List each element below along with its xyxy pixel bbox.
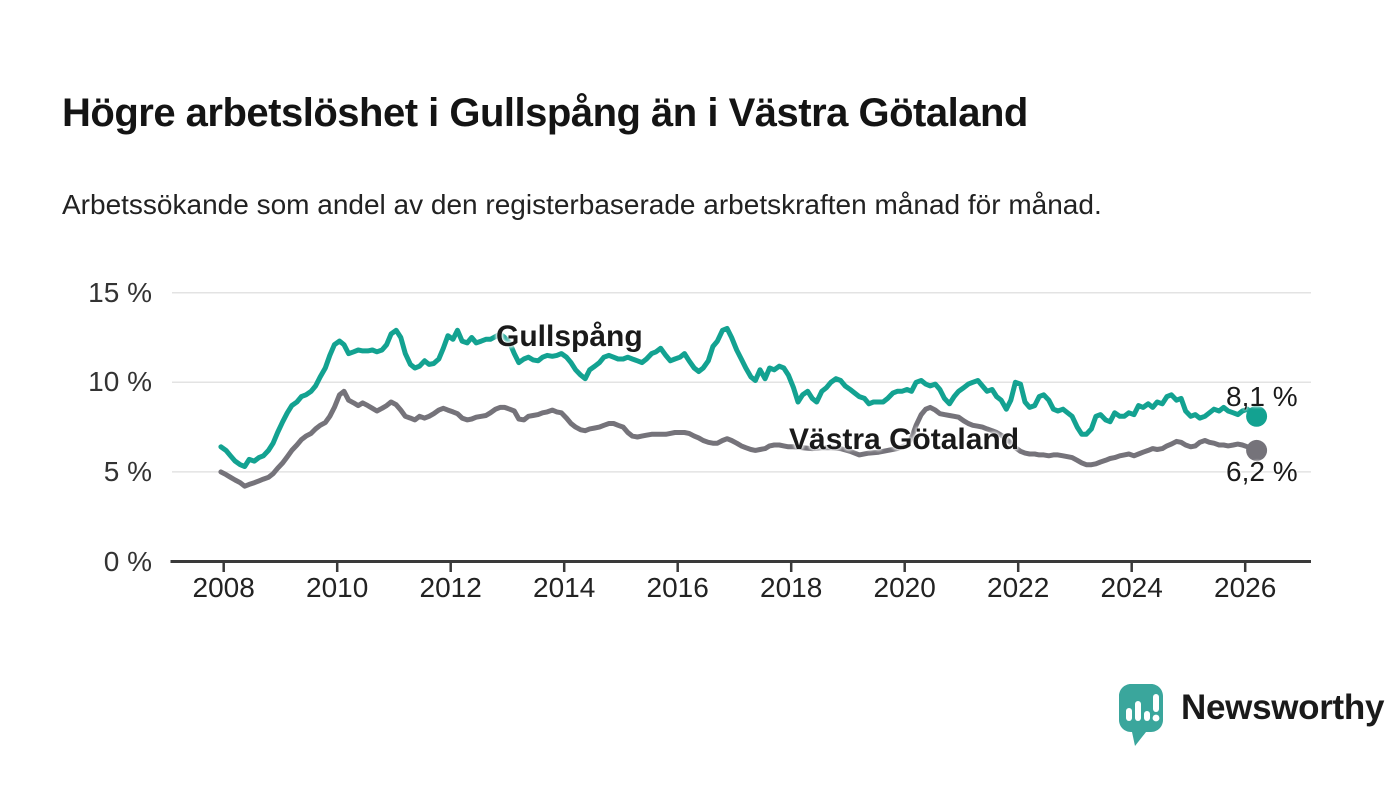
y-axis-label-5: 5 % (103, 455, 152, 487)
series-line-v-stra-g-taland (218, 388, 1260, 489)
x-axis-label-2018: 2018 (760, 572, 823, 603)
y-axis-label-0: 0 % (103, 545, 152, 577)
x-axis-label-2012: 2012 (419, 572, 482, 603)
end-value-label-vastra-gotaland: 6,2 % (1226, 456, 1298, 487)
x-axis-label-2008: 2008 (192, 572, 255, 603)
series-line-gullsp-ng (218, 326, 1260, 469)
x-axis-label-2010: 2010 (306, 572, 369, 603)
page-title: Högre arbetslöshet i Gullspång än i Väst… (62, 90, 1028, 135)
y-axis-label-15: 15 % (88, 276, 152, 308)
x-axis-label-2016: 2016 (646, 572, 709, 603)
x-axis-label-2014: 2014 (533, 572, 596, 603)
newsworthy-logo-icon (1119, 684, 1163, 746)
end-dot-v-stra-g-taland (1246, 439, 1268, 461)
y-axis-label-10: 10 % (88, 366, 152, 398)
newsworthy-logo-text: Newsworthy (1181, 688, 1385, 727)
x-axis-label-2026: 2026 (1214, 572, 1277, 603)
x-axis-label-2020: 2020 (873, 572, 936, 603)
newsworthy-branding: Newsworthy (1115, 684, 1384, 748)
series-label-vastra-gotaland: Västra Götaland (789, 423, 1020, 456)
chart-subtitle: Arbetssökande som andel av den registerb… (62, 189, 1102, 220)
x-axis-label-2024: 2024 (1100, 572, 1163, 603)
end-value-label-gullspang: 8,1 % (1226, 381, 1298, 412)
x-axis-label-2022: 2022 (987, 572, 1050, 603)
end-dot-gullsp-ng (1246, 405, 1268, 427)
series-label-gullspang: Gullspång (496, 320, 643, 353)
